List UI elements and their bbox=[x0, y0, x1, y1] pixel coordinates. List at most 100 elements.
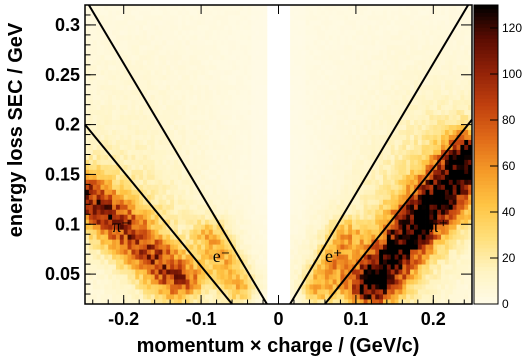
heatmap-cell bbox=[185, 19, 190, 26]
heatmap-cell bbox=[201, 169, 206, 175]
heatmap-cell bbox=[371, 154, 376, 160]
heatmap-cell bbox=[146, 94, 152, 101]
heatmap-cell bbox=[371, 144, 376, 150]
heatmap-cell bbox=[115, 204, 121, 210]
heatmap-cell bbox=[96, 5, 101, 11]
heatmap-cell bbox=[429, 259, 434, 265]
heatmap-cell bbox=[297, 39, 303, 46]
heatmap-cell bbox=[367, 284, 372, 290]
heatmap-cell bbox=[328, 169, 334, 175]
heatmap-cell bbox=[259, 189, 264, 195]
heatmap-cell bbox=[352, 279, 357, 285]
heatmap-cell bbox=[239, 39, 245, 46]
heatmap-cell bbox=[375, 149, 380, 155]
heatmap-cell bbox=[394, 149, 399, 155]
heatmap-cell bbox=[177, 9, 183, 16]
heatmap-cell bbox=[309, 289, 314, 295]
heatmap-cell bbox=[355, 144, 361, 150]
heatmap-cell bbox=[108, 249, 113, 255]
heatmap-cell bbox=[425, 5, 430, 11]
heatmap-cell bbox=[115, 19, 121, 26]
heatmap-cell bbox=[239, 279, 245, 285]
heatmap-cell bbox=[398, 54, 403, 61]
heatmap-cell bbox=[297, 29, 303, 36]
heatmap-cell bbox=[177, 114, 183, 121]
heatmap-cell bbox=[367, 294, 372, 300]
heatmap-cell bbox=[197, 214, 202, 220]
heatmap-cell bbox=[348, 209, 353, 215]
heatmap-cell bbox=[185, 144, 190, 150]
heatmap-cell bbox=[251, 104, 256, 111]
heatmap-cell bbox=[158, 34, 163, 41]
heatmap-cell bbox=[336, 69, 341, 76]
heatmap-cell bbox=[181, 154, 187, 160]
heatmap-cell bbox=[367, 114, 372, 121]
heatmap-cell bbox=[158, 274, 163, 280]
heatmap-cell bbox=[355, 249, 361, 255]
heatmap-cell bbox=[85, 154, 90, 160]
heatmap-cell bbox=[235, 94, 241, 101]
heatmap-cell bbox=[386, 24, 392, 31]
heatmap-cell bbox=[340, 234, 345, 240]
heatmap-cell bbox=[235, 5, 241, 11]
heatmap-cell bbox=[108, 29, 113, 36]
heatmap-cell bbox=[131, 159, 136, 165]
heatmap-cell bbox=[410, 224, 415, 230]
heatmap-cell bbox=[146, 139, 152, 145]
heatmap-cell bbox=[340, 254, 345, 260]
heatmap-cell bbox=[336, 149, 341, 155]
heatmap-cell bbox=[177, 244, 183, 250]
heatmap-cell bbox=[154, 259, 159, 265]
heatmap-cell bbox=[421, 259, 426, 265]
heatmap-cell bbox=[382, 14, 388, 21]
heatmap-cell bbox=[108, 184, 113, 190]
heatmap-cell bbox=[88, 279, 94, 285]
heatmap-cell bbox=[417, 284, 423, 290]
heatmap-cell bbox=[425, 104, 430, 111]
heatmap-cell bbox=[247, 79, 252, 86]
heatmap-cell bbox=[239, 249, 245, 255]
heatmap-cell bbox=[127, 74, 132, 81]
heatmap-cell bbox=[410, 14, 415, 21]
heatmap-cell bbox=[251, 274, 256, 280]
heatmap-cell bbox=[367, 94, 372, 101]
heatmap-cell bbox=[309, 239, 314, 245]
heatmap-cell bbox=[348, 294, 353, 300]
heatmap-cell bbox=[139, 144, 144, 150]
heatmap-cell bbox=[208, 54, 214, 61]
heatmap-cell bbox=[197, 299, 202, 305]
heatmap-cell bbox=[158, 14, 163, 21]
heatmap-cell bbox=[421, 284, 426, 290]
heatmap-cell bbox=[367, 289, 372, 295]
heatmap-cell bbox=[92, 219, 98, 225]
heatmap-cell bbox=[371, 169, 376, 175]
heatmap-cell bbox=[297, 69, 303, 76]
heatmap-cell bbox=[336, 19, 341, 26]
heatmap-cell bbox=[355, 209, 361, 215]
heatmap-cell bbox=[379, 74, 384, 81]
heatmap-cell bbox=[402, 5, 407, 11]
heatmap-cell bbox=[332, 94, 337, 101]
heatmap-cell bbox=[344, 269, 349, 275]
heatmap-cell bbox=[119, 134, 125, 140]
heatmap-cell bbox=[135, 174, 140, 180]
heatmap-cell bbox=[293, 164, 299, 170]
heatmap-cell bbox=[340, 194, 345, 200]
heatmap-cell bbox=[363, 209, 368, 215]
heatmap-cell bbox=[100, 264, 105, 270]
heatmap-cell bbox=[112, 204, 117, 210]
heatmap-cell bbox=[119, 189, 125, 195]
heatmap-cell bbox=[232, 244, 237, 250]
heatmap-cell bbox=[235, 224, 241, 230]
heatmap-cell bbox=[139, 124, 144, 130]
heatmap-cell bbox=[421, 279, 426, 285]
heatmap-cell bbox=[150, 214, 156, 220]
heatmap-cell bbox=[123, 144, 128, 150]
heatmap-cell bbox=[154, 9, 159, 16]
heatmap-cell bbox=[425, 9, 430, 16]
heatmap-cell bbox=[158, 294, 163, 300]
heatmap-cell bbox=[220, 54, 225, 61]
heatmap-cell bbox=[193, 24, 198, 31]
heatmap-cell bbox=[297, 219, 303, 225]
heatmap-cell bbox=[224, 39, 229, 46]
